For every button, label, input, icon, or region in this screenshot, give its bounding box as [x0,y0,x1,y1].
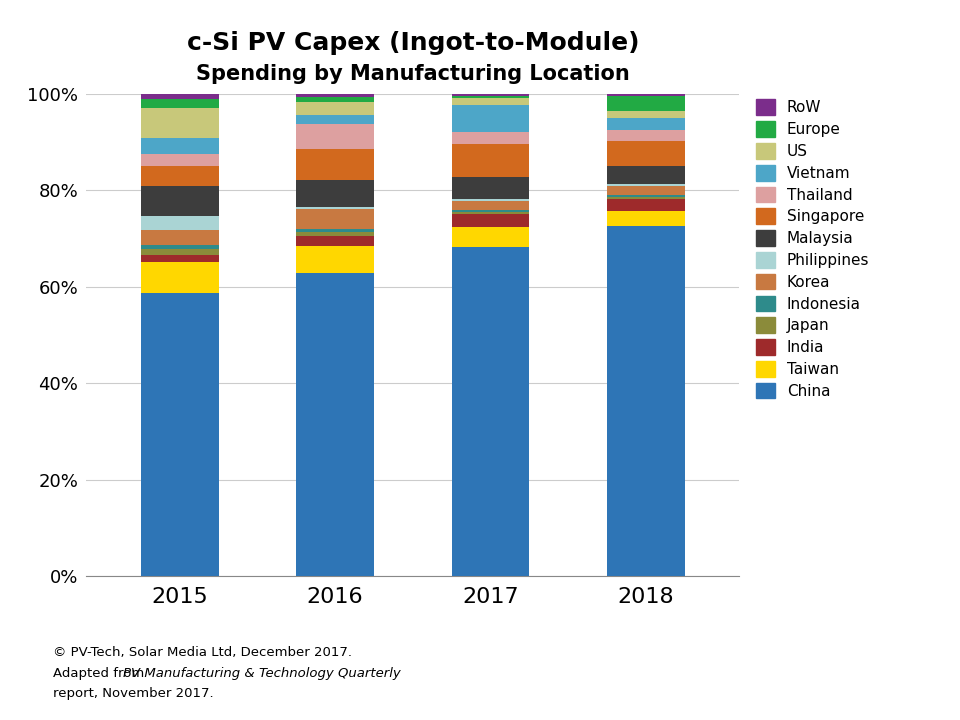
Bar [141,108,219,138]
Bar [451,215,529,227]
Bar [297,115,374,124]
Bar [451,98,529,104]
Text: PV Manufacturing & Technology Quarterly: PV Manufacturing & Technology Quarterly [123,667,400,680]
Bar [297,210,374,229]
Bar [141,262,219,293]
Bar [141,248,219,255]
Bar [451,177,529,199]
Bar [141,216,219,230]
Bar [607,226,684,576]
Bar [607,94,684,96]
Bar [607,141,684,166]
Bar [607,118,684,130]
Bar [297,97,374,102]
Bar [451,201,529,210]
Bar [297,232,374,236]
Bar [297,180,374,207]
Bar [607,186,684,194]
Text: Spending by Manufacturing Location: Spending by Manufacturing Location [196,64,630,84]
Bar [607,184,684,186]
Bar [141,245,219,248]
Bar [141,293,219,576]
Bar [141,166,219,186]
Bar [451,104,529,132]
Bar [141,186,219,216]
Bar [607,197,684,199]
Bar [451,199,529,201]
Bar [297,102,374,115]
Bar [607,199,684,211]
Bar [451,247,529,576]
Bar [297,124,374,148]
Bar [607,211,684,226]
Bar [607,166,684,184]
Bar [451,96,529,98]
Bar [451,210,529,212]
Text: c-Si PV Capex (Ingot-to-Module): c-Si PV Capex (Ingot-to-Module) [186,31,639,55]
Bar [297,94,374,97]
Bar [607,130,684,141]
Bar [451,227,529,247]
Bar [141,230,219,245]
Bar [607,111,684,118]
Bar [141,154,219,166]
Bar [297,207,374,210]
Bar [607,194,684,197]
Text: Adapted from: Adapted from [53,667,148,680]
Bar [141,255,219,262]
Bar [141,138,219,154]
Bar [141,99,219,108]
Bar [451,144,529,177]
Bar [141,94,219,99]
Text: © PV-Tech, Solar Media Ltd, December 2017.: © PV-Tech, Solar Media Ltd, December 201… [53,646,351,659]
Bar [297,236,374,246]
Legend: RoW, Europe, US, Vietnam, Thailand, Singapore, Malaysia, Philippines, Korea, Ind: RoW, Europe, US, Vietnam, Thailand, Sing… [754,96,873,402]
Bar [607,96,684,111]
Bar [451,132,529,144]
Bar [451,94,529,96]
Text: report, November 2017.: report, November 2017. [53,687,213,700]
Bar [297,229,374,232]
Bar [297,273,374,576]
Bar [297,148,374,180]
Bar [451,212,529,215]
Bar [297,246,374,273]
